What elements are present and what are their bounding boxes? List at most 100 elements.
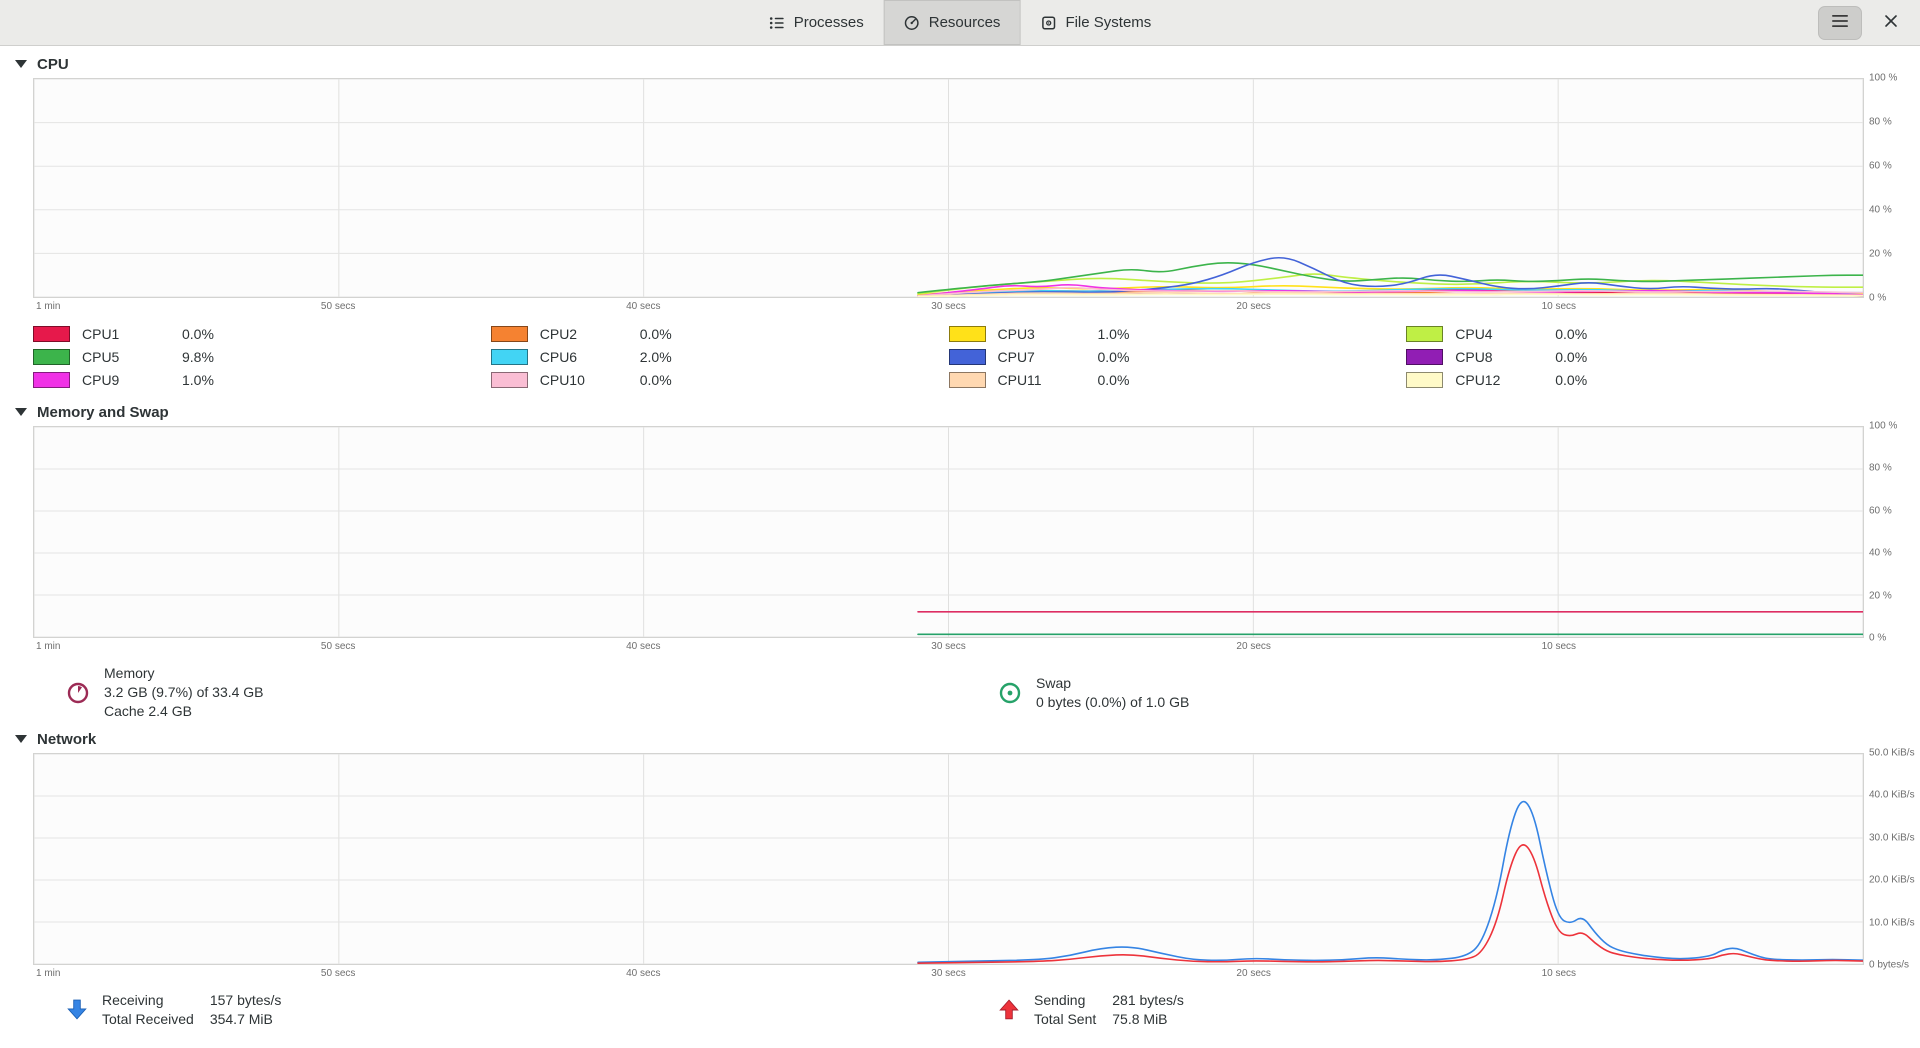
memory-section: Memory and Swap 1 min 50 secs 40 secs 30 se… bbox=[0, 394, 1920, 721]
chart-line-cpu7 bbox=[918, 258, 1863, 296]
y-axis-tick-label: 0 % bbox=[1869, 632, 1887, 644]
cpu-color-swatch[interactable] bbox=[490, 349, 528, 365]
processes-icon bbox=[769, 15, 785, 31]
cpu-color-swatch[interactable] bbox=[33, 326, 70, 342]
y-axis-tick-label: 100 % bbox=[1869, 420, 1898, 432]
cpu-usage-value: 1.0% bbox=[182, 372, 214, 388]
x-axis-tick-label: 40 secs bbox=[626, 641, 661, 652]
tab-resources[interactable]: Resources bbox=[883, 0, 1021, 45]
hamburger-menu-button[interactable] bbox=[1818, 5, 1862, 40]
swap-info-block: Swap 0 bytes (0.0%) of 1.0 GB bbox=[998, 664, 1189, 721]
cpu-label: CPU8 bbox=[1455, 349, 1493, 365]
cpu-color-swatch[interactable] bbox=[1406, 372, 1444, 388]
y-axis-tick-label: 40 % bbox=[1869, 547, 1892, 559]
memory-section-title: Memory and Swap bbox=[37, 403, 169, 421]
cpu-legend-item: CPU2 0.0% bbox=[490, 324, 949, 344]
download-arrow-icon bbox=[66, 999, 88, 1021]
network-section-title: Network bbox=[37, 730, 97, 748]
header-bar: Processes Resources File Systems bbox=[0, 0, 1920, 46]
network-x-axis: 1 min 50 secs 40 secs 30 secs 20 secs 10 secs bbox=[33, 965, 1864, 983]
x-axis-tick-label: 50 secs bbox=[320, 301, 356, 312]
y-axis-tick-label: 20 % bbox=[1869, 248, 1892, 260]
cpu-color-swatch[interactable] bbox=[490, 326, 528, 342]
tab-file-systems-label: File Systems bbox=[1065, 14, 1152, 31]
y-axis-tick-label: 0 % bbox=[1869, 292, 1887, 304]
cpu-legend: CPU1 0.0% CPU2 0.0% CPU3 1.0% CPU4 0.0% … bbox=[33, 324, 1864, 390]
total-sent-value: 75.8 MiB bbox=[1112, 1011, 1168, 1027]
cpu-label: CPU11 bbox=[997, 372, 1042, 388]
cpu-legend-item: CPU1 0.0% bbox=[33, 324, 491, 344]
cpu-color-swatch[interactable] bbox=[33, 372, 70, 388]
cpu-section-header[interactable]: CPU bbox=[0, 46, 1920, 78]
cpu-legend-item: CPU6 2.0% bbox=[490, 347, 949, 367]
cpu-legend-item: CPU10 0.0% bbox=[490, 370, 949, 390]
receiving-label: Receiving bbox=[102, 992, 164, 1008]
network-section-header[interactable]: Network bbox=[0, 721, 1920, 753]
receiving-rate: 157 bytes/s bbox=[209, 992, 282, 1008]
x-axis-tick-label: 10 secs bbox=[1541, 641, 1577, 652]
cpu-legend-item: CPU5 9.8% bbox=[33, 347, 491, 367]
close-window-button[interactable] bbox=[1878, 10, 1904, 36]
swap-pie-icon bbox=[998, 681, 1022, 705]
chart-line-cpu10 bbox=[918, 288, 1863, 296]
resources-icon bbox=[904, 15, 920, 31]
total-received-value: 354.7 MiB bbox=[209, 1011, 273, 1027]
cpu-label: CPU12 bbox=[1455, 372, 1501, 388]
total-received-label: Total Received bbox=[102, 1011, 194, 1027]
cpu-usage-value: 0.0% bbox=[1555, 326, 1588, 342]
cpu-label: CPU1 bbox=[82, 326, 120, 342]
memory-info-title: Memory bbox=[104, 665, 155, 681]
close-icon bbox=[1884, 14, 1898, 31]
cpu-color-swatch[interactable] bbox=[948, 326, 986, 342]
x-axis-tick-label: 30 secs bbox=[931, 641, 966, 652]
x-axis-tick-label: 10 secs bbox=[1541, 301, 1577, 312]
cpu-label: CPU10 bbox=[539, 372, 585, 388]
tab-processes[interactable]: Processes bbox=[749, 0, 884, 45]
cpu-color-swatch[interactable] bbox=[948, 372, 986, 388]
chevron-down-icon bbox=[15, 60, 27, 68]
x-axis-tick-label: 30 secs bbox=[931, 968, 966, 979]
cpu-color-swatch[interactable] bbox=[33, 349, 70, 365]
sending-label: Sending bbox=[1034, 992, 1086, 1008]
chevron-down-icon bbox=[15, 735, 27, 743]
y-axis-tick-label: 60 % bbox=[1869, 160, 1892, 172]
cpu-usage-value: 9.8% bbox=[182, 349, 214, 365]
cpu-legend-item: CPU12 0.0% bbox=[1406, 370, 1864, 390]
x-axis-tick-label: 1 min bbox=[36, 968, 61, 979]
memory-section-header[interactable]: Memory and Swap bbox=[0, 394, 1920, 426]
cpu-usage-value: 0.0% bbox=[639, 372, 672, 388]
swap-usage-text: 0 bytes (0.0%) of 1.0 GB bbox=[1036, 693, 1190, 710]
x-axis-tick-label: 20 secs bbox=[1236, 301, 1271, 312]
cpu-usage-value: 0.0% bbox=[182, 326, 214, 342]
sending-rate: 281 bytes/s bbox=[1112, 992, 1184, 1008]
cpu-x-axis: 1 min 50 secs 40 secs 30 secs 20 secs 10 secs bbox=[33, 298, 1864, 316]
chart-line-sending bbox=[918, 845, 1863, 963]
cpu-color-swatch[interactable] bbox=[1406, 349, 1444, 365]
memory-info-block: Memory 3.2 GB (9.7%) of 33.4 GB Cache 2.… bbox=[66, 664, 998, 721]
cpu-section: CPU 1 min 50 secs 40 secs 30 secs 20 secs 10 … bbox=[0, 46, 1920, 390]
cpu-legend-item: CPU9 1.0% bbox=[33, 370, 491, 390]
chart-line-cpu12 bbox=[918, 294, 1863, 296]
cpu-label: CPU7 bbox=[997, 349, 1035, 365]
x-axis-tick-label: 40 secs bbox=[626, 968, 661, 979]
tab-file-systems[interactable]: File Systems bbox=[1020, 0, 1171, 45]
memory-usage-text: 3.2 GB (9.7%) of 33.4 GB bbox=[104, 684, 264, 700]
cpu-color-swatch[interactable] bbox=[490, 372, 528, 388]
cpu-label: CPU9 bbox=[82, 372, 120, 388]
hamburger-icon bbox=[1832, 14, 1848, 31]
tab-processes-label: Processes bbox=[793, 14, 864, 31]
cpu-color-swatch[interactable] bbox=[948, 349, 986, 365]
y-axis-tick-label: 60 % bbox=[1869, 505, 1892, 517]
cpu-label: CPU3 bbox=[997, 326, 1035, 342]
receiving-info-block: Receiving 157 bytes/s Total Received 354… bbox=[66, 991, 998, 1029]
cpu-label: CPU6 bbox=[539, 349, 578, 365]
cpu-y-axis: 100 % 80 % 60 % 40 % 20 % 0 % bbox=[1864, 73, 1920, 304]
x-axis-tick-label: 40 secs bbox=[626, 301, 661, 312]
x-axis-tick-label: 1 min bbox=[36, 641, 61, 652]
tab-resources-label: Resources bbox=[928, 14, 1001, 31]
cpu-usage-value: 0.0% bbox=[639, 326, 672, 342]
header-controls bbox=[1818, 5, 1920, 40]
sending-info-block: Sending 281 bytes/s Total Sent 75.8 MiB bbox=[998, 991, 1184, 1029]
cpu-color-swatch[interactable] bbox=[1406, 326, 1444, 342]
cpu-legend-item: CPU8 0.0% bbox=[1406, 347, 1864, 367]
